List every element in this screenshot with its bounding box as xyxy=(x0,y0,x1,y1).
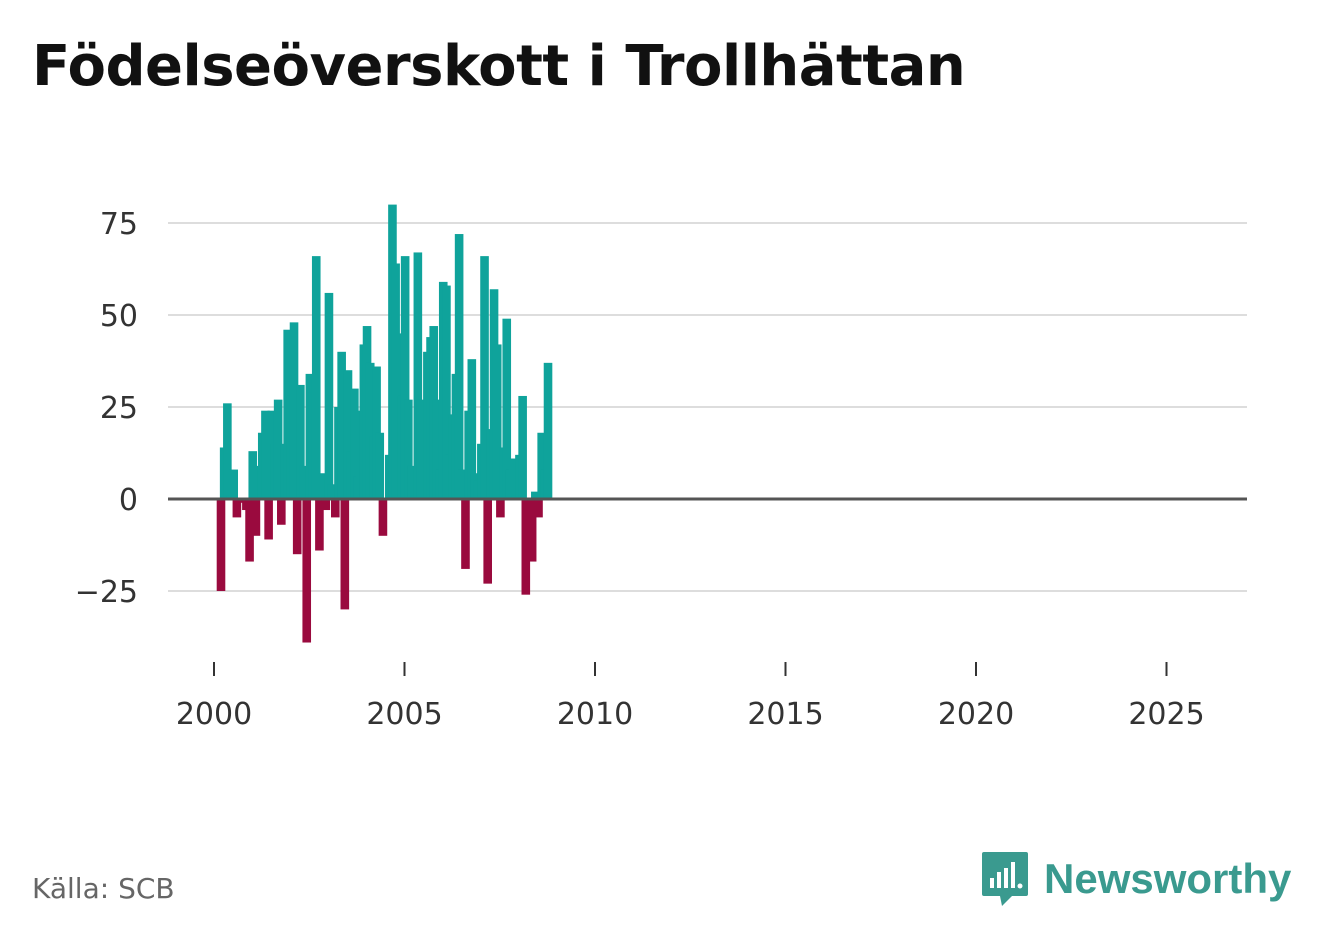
bar xyxy=(327,484,337,499)
source-label: Källa: SCB xyxy=(32,872,175,905)
bar xyxy=(251,499,261,536)
bar xyxy=(432,399,442,499)
bar xyxy=(264,499,273,540)
bar xyxy=(343,370,353,499)
bar xyxy=(292,499,302,555)
bar xyxy=(496,499,505,518)
bar xyxy=(492,344,502,499)
bar xyxy=(245,499,254,562)
bar xyxy=(467,359,477,499)
bar xyxy=(337,351,346,499)
bar xyxy=(302,499,312,643)
bar xyxy=(315,499,324,551)
bar xyxy=(458,469,467,499)
brand-logo[interactable]: Newsworthy xyxy=(980,850,1291,908)
bar xyxy=(454,234,464,500)
bar xyxy=(299,465,308,499)
bar xyxy=(537,432,546,499)
bar xyxy=(413,252,423,499)
bar xyxy=(277,499,286,525)
bar xyxy=(407,465,416,499)
y-tick-label: −25 xyxy=(75,575,138,610)
newsworthy-icon xyxy=(982,852,1028,906)
bar xyxy=(223,403,232,499)
bar xyxy=(311,256,321,499)
bar xyxy=(483,499,492,584)
bar xyxy=(378,499,388,536)
bar xyxy=(216,499,226,591)
x-axis: 2000 2005 2010 2015 2020 2025 xyxy=(176,662,1205,732)
y-tick-label: 25 xyxy=(100,391,138,426)
bar xyxy=(531,491,540,499)
bar xyxy=(229,469,238,499)
brand-name: Newsworthy xyxy=(1044,855,1292,902)
bar xyxy=(404,399,413,499)
bar xyxy=(534,499,543,518)
x-tick-label: 2015 xyxy=(747,697,823,732)
bar xyxy=(324,292,334,499)
y-tick-label: 0 xyxy=(119,483,138,518)
bar xyxy=(261,410,270,499)
bar xyxy=(340,499,350,610)
bar xyxy=(289,322,299,499)
bar xyxy=(331,499,340,518)
y-tick-label: 75 xyxy=(100,207,138,242)
x-tick-label: 2010 xyxy=(557,697,633,732)
bar xyxy=(400,256,410,499)
bar xyxy=(365,362,375,499)
bar xyxy=(273,399,283,499)
bar xyxy=(232,499,242,518)
bar xyxy=(518,395,527,499)
bar xyxy=(461,499,470,569)
bar xyxy=(508,458,518,499)
bar xyxy=(296,384,305,499)
y-tick-label: 50 xyxy=(100,299,138,334)
y-axis: 75 50 25 0 −25 xyxy=(75,207,138,610)
bar xyxy=(318,473,327,499)
bar xyxy=(543,362,553,499)
bar xyxy=(248,451,258,499)
x-tick-label: 2000 xyxy=(176,697,252,732)
bar xyxy=(502,318,512,499)
x-tick-label: 2005 xyxy=(366,697,442,732)
bars xyxy=(216,204,553,643)
bar xyxy=(442,285,451,499)
x-tick-label: 2025 xyxy=(1128,697,1204,732)
chart-title: Födelseöverskott i Trollhättan xyxy=(32,34,966,99)
bar xyxy=(521,499,531,595)
bar xyxy=(480,256,489,499)
bar xyxy=(375,432,385,499)
bar xyxy=(321,499,331,511)
bar xyxy=(350,388,359,499)
bar xyxy=(527,499,537,562)
x-tick-label: 2020 xyxy=(938,697,1014,732)
